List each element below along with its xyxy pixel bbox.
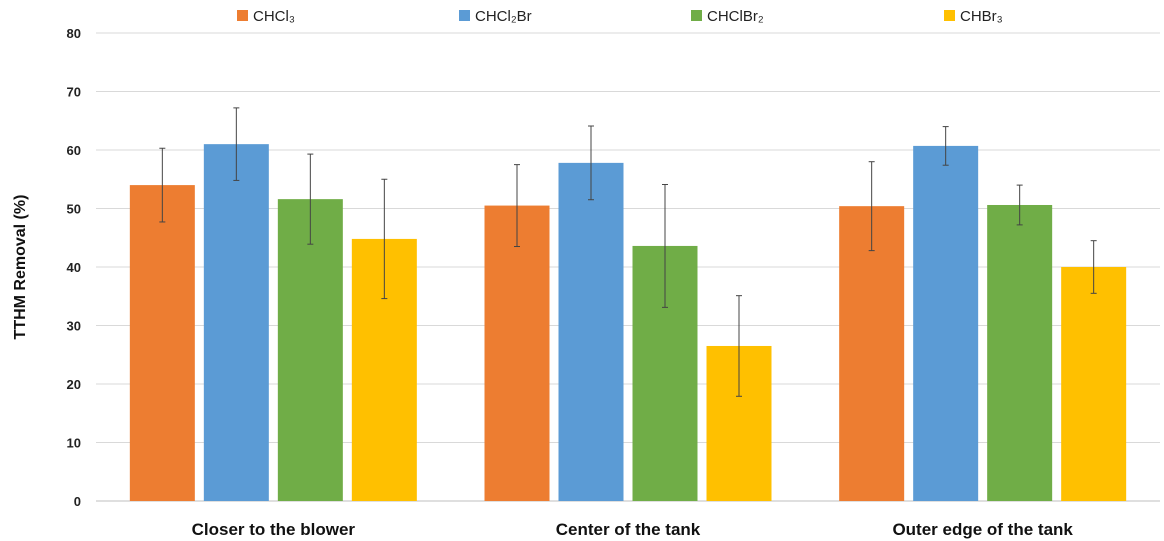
- y-tick-label: 40: [67, 260, 81, 275]
- y-tick-label: 70: [67, 85, 81, 100]
- legend-label: CHClBr₂: [707, 8, 764, 25]
- bar: [203, 144, 269, 501]
- y-tick-label: 20: [67, 377, 81, 392]
- y-tick-label: 50: [67, 202, 81, 217]
- x-category-label: Closer to the blower: [192, 520, 356, 539]
- bar: [913, 145, 979, 501]
- y-tick-label: 10: [67, 436, 81, 451]
- y-tick-label: 30: [67, 319, 81, 334]
- x-axis-categories: Closer to the blower Center of the tank Ou…: [192, 520, 1074, 539]
- legend-swatch: [944, 10, 955, 21]
- legend-swatch: [237, 10, 248, 21]
- bars: [129, 144, 1127, 502]
- y-tick-label: 80: [67, 26, 81, 41]
- y-tick-label: 60: [67, 143, 81, 158]
- y-axis-ticks: 0 10 20 30 40 50 60 70 80: [67, 26, 81, 509]
- bar: [277, 199, 343, 501]
- bar: [987, 204, 1053, 502]
- bar: [484, 205, 550, 501]
- error-bars: [159, 107, 1097, 397]
- bar: [129, 185, 195, 501]
- bar: [558, 162, 624, 501]
- x-category-label: Outer edge of the tank: [892, 520, 1073, 539]
- legend-swatch: [691, 10, 702, 21]
- legend-swatch: [459, 10, 470, 21]
- legend: CHCl₃ CHCl₂Br CHClBr₂ CHBr₃: [237, 8, 1003, 25]
- bar: [839, 206, 905, 501]
- y-axis-title: TTHM Removal (%): [12, 195, 29, 340]
- legend-label: CHCl₃: [253, 8, 295, 25]
- legend-label: CHBr₃: [960, 8, 1003, 25]
- y-tick-label: 0: [74, 494, 81, 509]
- x-category-label: Center of the tank: [556, 520, 701, 539]
- legend-label: CHCl₂Br: [475, 8, 532, 25]
- gridlines: [96, 32, 1160, 502]
- bar: [1061, 267, 1127, 501]
